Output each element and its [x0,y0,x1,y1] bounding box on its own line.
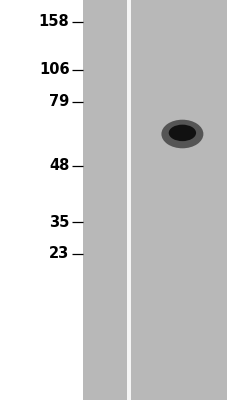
Ellipse shape [161,120,202,148]
Bar [131,0,227,400]
Text: 79: 79 [49,94,69,110]
Bar [126,0,131,400]
Ellipse shape [168,125,195,141]
Text: 106: 106 [39,62,69,78]
Text: 23: 23 [49,246,69,262]
Text: 48: 48 [49,158,69,174]
Bar [83,0,126,400]
Text: 35: 35 [49,214,69,230]
Text: 158: 158 [39,14,69,30]
